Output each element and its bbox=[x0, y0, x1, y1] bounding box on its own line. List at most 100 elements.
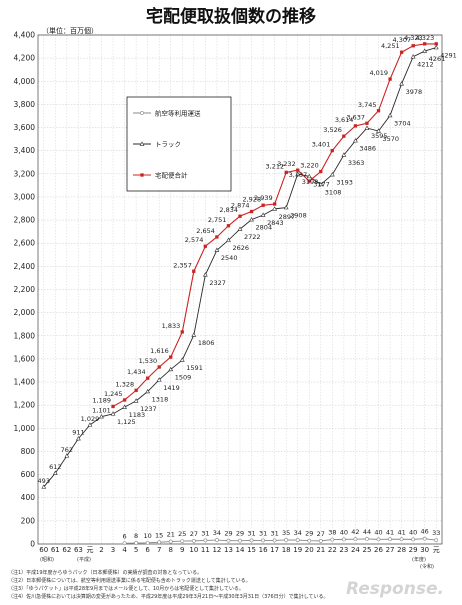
data-point bbox=[295, 538, 300, 542]
data-point bbox=[226, 224, 231, 228]
x-tick-label: 24 bbox=[351, 546, 360, 554]
x-tick-label: 14 bbox=[236, 546, 245, 554]
data-point bbox=[296, 168, 300, 172]
data-point bbox=[307, 538, 312, 543]
data-point bbox=[249, 538, 254, 543]
y-tick-label: 3,200 bbox=[14, 169, 36, 178]
data-label: 2,834 bbox=[219, 206, 238, 214]
y-tick-label: 600 bbox=[21, 470, 36, 479]
data-label: 762 bbox=[61, 446, 73, 454]
data-label: 1237 bbox=[140, 405, 157, 413]
data-point bbox=[191, 332, 197, 337]
data-point bbox=[226, 538, 231, 543]
data-label: 493 bbox=[38, 477, 50, 485]
data-point bbox=[145, 540, 150, 545]
data-label: 2,928 bbox=[242, 195, 261, 203]
data-point bbox=[111, 404, 115, 409]
data-label: 3,401 bbox=[312, 141, 331, 149]
data-point bbox=[260, 212, 266, 217]
data-point bbox=[214, 247, 220, 252]
y-tick-label: 3,000 bbox=[14, 192, 36, 201]
x-tick-label: 63 bbox=[74, 546, 83, 554]
data-label: 1,101 bbox=[92, 407, 111, 415]
data-label: 27 bbox=[317, 530, 325, 538]
watermark-logo: Response. bbox=[346, 579, 444, 599]
series-square bbox=[111, 42, 438, 409]
era-reiwa: (令和) bbox=[420, 563, 434, 570]
era-labels: (昭和) (平成) (年度) (令和) bbox=[40, 556, 434, 570]
x-tick-label: 9 bbox=[180, 546, 184, 554]
x-tick-label: 10 bbox=[189, 546, 198, 554]
x-tick-label: 17 bbox=[270, 546, 279, 554]
y-tick-label: 400 bbox=[21, 493, 36, 502]
data-label: 3,637 bbox=[346, 113, 365, 121]
data-point bbox=[179, 357, 185, 362]
x-tick-label: 26 bbox=[374, 546, 383, 554]
data-label: 1,616 bbox=[150, 347, 169, 355]
data-label: 31 bbox=[259, 529, 267, 537]
data-point bbox=[272, 538, 277, 543]
data-point bbox=[203, 244, 208, 248]
data-point bbox=[399, 537, 404, 542]
x-tick-label: 20 bbox=[305, 546, 314, 554]
data-point bbox=[341, 537, 346, 542]
data-point bbox=[146, 376, 150, 380]
data-label: 3,220 bbox=[300, 162, 319, 170]
data-label: 2,751 bbox=[208, 216, 227, 224]
x-tick-label: 11 bbox=[201, 546, 210, 554]
x-tick-label: 18 bbox=[282, 546, 291, 554]
data-point bbox=[306, 173, 312, 179]
data-point bbox=[284, 170, 288, 175]
data-point bbox=[388, 77, 392, 81]
y-tick-label: 4,400 bbox=[14, 31, 36, 40]
era-showa: (昭和) bbox=[40, 556, 54, 563]
data-label: 35 bbox=[282, 529, 290, 537]
data-point bbox=[365, 537, 369, 541]
data-label: 29 bbox=[224, 530, 232, 538]
data-point bbox=[318, 538, 323, 543]
data-point bbox=[376, 109, 381, 113]
data-point bbox=[319, 169, 323, 174]
data-label: 25 bbox=[178, 530, 186, 538]
x-tick-label: 3 bbox=[111, 546, 115, 554]
data-label: 2,574 bbox=[185, 236, 204, 244]
data-point bbox=[353, 138, 358, 143]
data-point bbox=[261, 538, 265, 543]
data-label: 1,245 bbox=[104, 390, 123, 398]
data-label: 6 bbox=[123, 532, 127, 540]
data-label: 3,137 bbox=[289, 171, 308, 179]
x-tick-label: 7 bbox=[157, 546, 161, 554]
x-tick-label: 2 bbox=[99, 546, 103, 554]
data-label: 3,745 bbox=[358, 101, 377, 109]
data-label: 3108 bbox=[325, 188, 342, 196]
data-label: 40 bbox=[409, 528, 417, 536]
data-point bbox=[168, 366, 174, 372]
data-point bbox=[433, 44, 439, 50]
data-label: 2,939 bbox=[254, 194, 273, 202]
series-line bbox=[124, 538, 437, 544]
data-label: 4,323 bbox=[404, 34, 423, 42]
data-label: 3,212 bbox=[266, 162, 285, 170]
data-point bbox=[272, 202, 277, 206]
data-label: 4212 bbox=[417, 61, 434, 69]
footnotes: （注1）平成19年度からゆうパック（日本郵便株）の実績が調査の対象となっている。… bbox=[8, 569, 329, 600]
y-tick-label: 2,800 bbox=[14, 216, 36, 225]
data-label: 3570 bbox=[383, 135, 400, 143]
data-label: 8 bbox=[134, 532, 138, 540]
x-tick-label: 15 bbox=[247, 546, 256, 554]
data-label: 1591 bbox=[186, 364, 203, 372]
data-point bbox=[284, 538, 289, 542]
era-heisei: (平成) bbox=[77, 556, 91, 563]
data-point bbox=[272, 206, 278, 211]
y-tick-label: 3,800 bbox=[14, 100, 36, 109]
y-tick-label: 1,600 bbox=[14, 354, 36, 363]
data-point bbox=[318, 181, 324, 187]
data-label: 29 bbox=[236, 530, 244, 538]
data-point bbox=[64, 453, 70, 458]
data-point bbox=[434, 42, 438, 46]
data-label: 4,019 bbox=[369, 69, 388, 77]
note-4: （注4）佐川急便株においては決算期の変更があったため、平成29年度は平成29年3… bbox=[8, 593, 329, 600]
y-tick-label: 3,400 bbox=[14, 146, 36, 155]
data-label: 2897 bbox=[279, 213, 296, 221]
